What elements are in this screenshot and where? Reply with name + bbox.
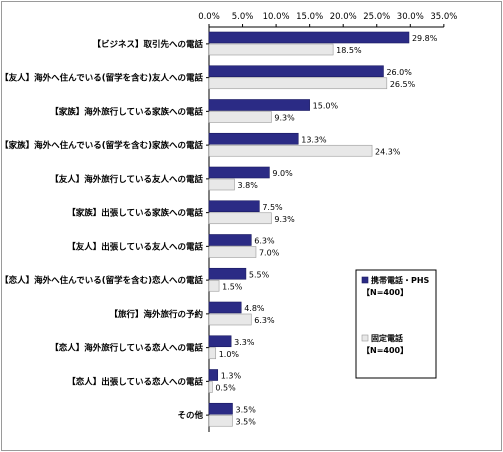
data-label-landline: 9.3% (274, 215, 295, 224)
bar-landline (208, 212, 272, 225)
data-label-mobile: 3.3% (234, 338, 255, 347)
x-tick-label: 25.0% (363, 12, 390, 22)
data-label-landline: 3.8% (237, 181, 258, 190)
data-label-mobile: 29.8% (412, 34, 438, 43)
category-label: 【恋人】海外旅行している恋人への電話 (50, 343, 203, 354)
bar-mobile (208, 402, 233, 415)
bar-mobile (208, 99, 310, 111)
bar-mobile (208, 200, 260, 213)
data-label-landline: 18.5% (336, 46, 362, 55)
category-label: 【友人】海外旅行している友人への電話 (50, 174, 203, 185)
category-label: 【友人】出張している友人への電話 (67, 241, 203, 252)
data-label-mobile: 13.3% (301, 135, 327, 144)
bar-landline (208, 279, 220, 292)
category-label: 【恋人】海外へ住んでいる(留学を含む)恋人への電話 (0, 275, 203, 286)
bar-landline (208, 43, 334, 56)
x-tick-label: 0.0% (198, 12, 220, 22)
category-label: 【家族】海外へ住んでいる(留学を含む)家族への電話 (0, 140, 203, 151)
bar-landline (208, 77, 388, 90)
x-tick-label: 30.0% (397, 12, 424, 22)
data-label-mobile: 9.0% (272, 169, 293, 178)
bar-mobile (208, 132, 299, 145)
data-label-mobile: 7.5% (262, 203, 283, 212)
bar-mobile (208, 166, 270, 179)
legend-swatch-mobile (361, 276, 369, 284)
legend-n-landline: 【N=400】 (362, 345, 408, 355)
x-tick-label: 10.0% (263, 12, 290, 22)
bar-landline (208, 347, 217, 360)
data-label-landline: 0.5% (215, 384, 236, 393)
category-label: 【家族】出張している家族への電話 (67, 208, 203, 219)
data-label-landline: 7.0% (259, 249, 280, 258)
data-label-mobile: 6.3% (254, 237, 275, 246)
data-label-mobile: 3.5% (235, 405, 256, 414)
data-label-mobile: 4.8% (244, 304, 265, 313)
legend-label-landline: 固定電話 (371, 333, 403, 343)
bar-mobile (208, 267, 247, 280)
bar-landline (208, 381, 213, 393)
category-label: 【ビジネス】取引先への電話 (92, 39, 203, 50)
bar-mobile (208, 369, 219, 381)
data-label-landline: 24.3% (375, 147, 401, 156)
legend-label-mobile: 携帯電話・PHS (371, 275, 430, 285)
data-label-landline: 3.5% (235, 417, 256, 426)
legend-box (355, 269, 437, 379)
x-tick-label: 15.0% (296, 12, 323, 22)
bar-mobile (208, 31, 410, 44)
category-label: 【家族】海外旅行している家族への電話 (50, 106, 203, 117)
data-label-landline: 1.0% (219, 350, 240, 359)
x-tick-label: 20.0% (330, 12, 357, 22)
bar-landline (208, 144, 373, 157)
category-label: 【友人】海外へ住んでいる(留学を含む)友人への電話 (0, 73, 203, 84)
data-label-mobile: 26.0% (386, 68, 412, 77)
bar-mobile (208, 335, 232, 348)
data-label-landline: 26.5% (390, 80, 416, 89)
data-label-mobile: 5.5% (249, 270, 270, 279)
legend-swatch-landline (361, 334, 369, 342)
x-tick-label: 35.0% (430, 12, 457, 22)
data-label-mobile: 15.0% (313, 102, 339, 111)
bar-landline (208, 246, 257, 258)
bar-landline (208, 178, 235, 191)
bar-landline (208, 313, 252, 326)
data-label-mobile: 1.3% (221, 372, 242, 381)
category-label: 【旅行】海外旅行の予約 (109, 309, 203, 320)
bar-mobile (208, 301, 242, 314)
bar-landline (208, 111, 272, 123)
bar-mobile (208, 234, 252, 246)
data-label-landline: 9.3% (274, 114, 295, 123)
category-label: 【恋人】出張している恋人への電話 (67, 376, 203, 387)
data-label-landline: 6.3% (254, 316, 275, 325)
bar-mobile (208, 65, 384, 78)
legend-n-mobile: 【N=400】 (362, 287, 408, 297)
x-tick-label: 5.0% (232, 12, 254, 22)
bar-landline (208, 414, 233, 427)
category-label: その他 (177, 410, 203, 421)
data-label-landline: 1.5% (222, 282, 243, 291)
